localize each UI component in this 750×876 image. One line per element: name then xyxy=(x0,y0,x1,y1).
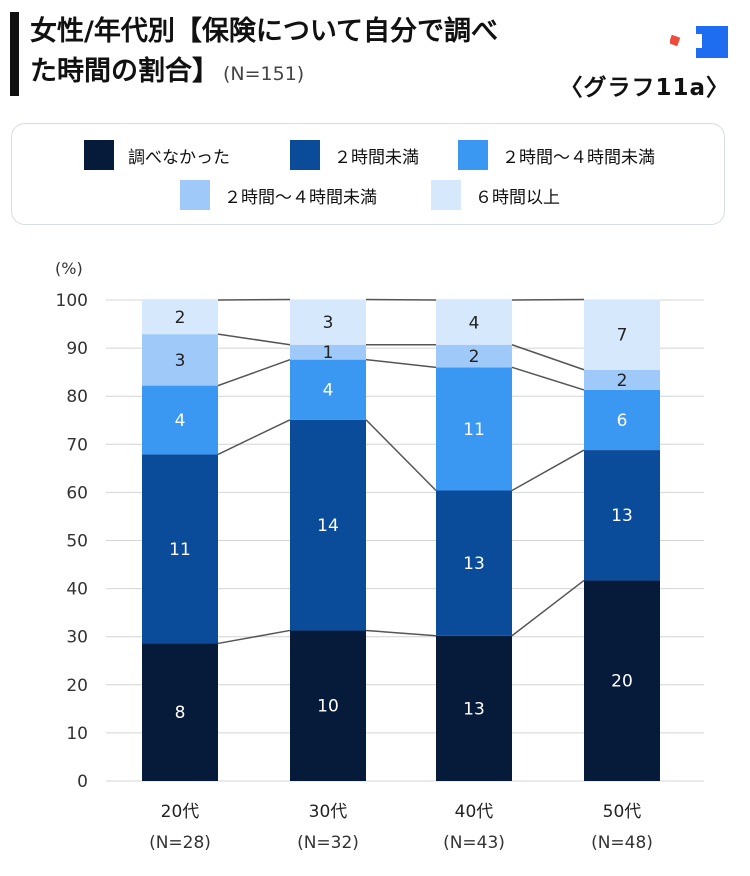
legend-swatch-6hplus xyxy=(431,180,461,210)
y-tick-label: 60 xyxy=(66,483,88,503)
legend-item-2to4h-a: ２時間〜４時間未満 xyxy=(458,140,655,170)
y-tick-label: 70 xyxy=(66,435,88,455)
bar-segment-1-0 xyxy=(142,454,218,644)
data-label: 4 xyxy=(323,381,334,401)
data-label: 20 xyxy=(611,672,633,692)
y-tick-label: 40 xyxy=(66,580,88,600)
connector-line xyxy=(511,366,585,391)
title-line-1: 女性/年代別【保険について自分で調べ xyxy=(30,16,499,47)
x-category-label: 50代 xyxy=(603,802,642,822)
bar-segment-1-3 xyxy=(584,450,660,581)
legend-item-2to4h-b: ２時間〜４時間未満 xyxy=(180,180,377,210)
y-tick-label: 10 xyxy=(66,724,88,744)
y-tick-label: 0 xyxy=(77,772,88,792)
graph-number: 〈グラフ11a〉 xyxy=(559,75,730,101)
y-tick-label: 100 xyxy=(56,291,88,311)
bar-segment-2-1 xyxy=(290,359,366,420)
data-label: 11 xyxy=(463,420,485,440)
bar-segment-4-1 xyxy=(290,299,366,345)
bar-segment-3-3 xyxy=(584,369,660,390)
legend-label-6hplus: ６時間以上 xyxy=(475,187,560,208)
data-label: 13 xyxy=(463,554,485,574)
sample-size: (N=151) xyxy=(223,63,305,85)
brand-logo-icon xyxy=(670,26,728,58)
connector-line xyxy=(365,419,437,492)
y-tick-label: 50 xyxy=(66,532,88,552)
legend-item-6hplus: ６時間以上 xyxy=(431,180,560,210)
legend-item-never: 調べなかった xyxy=(84,140,230,170)
data-label: 13 xyxy=(463,699,485,719)
bar-segment-0-2 xyxy=(436,635,512,781)
bar-segment-3-0 xyxy=(142,334,218,386)
legend-label-lt2h: ２時間未満 xyxy=(334,147,419,168)
bar-segment-2-2 xyxy=(436,367,512,491)
bar-segment-2-3 xyxy=(584,389,660,451)
chart-title: 女性/年代別【保険について自分で調べ た時間の割合】 (N=151) xyxy=(30,12,590,94)
bar-segment-2-0 xyxy=(142,385,218,455)
data-label: 4 xyxy=(175,411,186,431)
data-label: 3 xyxy=(175,351,186,371)
connector-line xyxy=(365,358,437,369)
data-label: 14 xyxy=(317,516,339,536)
connector-line xyxy=(217,629,291,645)
legend-label-2to4h-b: ２時間〜４時間未満 xyxy=(224,187,377,208)
x-category-label: 20代 xyxy=(161,802,200,822)
bar-segment-1-2 xyxy=(436,490,512,636)
data-label: 4 xyxy=(469,313,480,333)
legend-item-lt2h: ２時間未満 xyxy=(290,140,419,170)
data-label: 13 xyxy=(611,506,633,526)
connector-line xyxy=(365,629,437,637)
connector-line xyxy=(511,344,585,371)
data-label: 10 xyxy=(317,697,339,717)
connector-line xyxy=(511,449,585,492)
connector-line xyxy=(217,419,291,456)
bar-segment-0-3 xyxy=(584,580,660,781)
title-line-2: た時間の割合】 xyxy=(30,56,219,87)
y-axis-unit: (%) xyxy=(55,259,83,278)
data-label: 2 xyxy=(469,347,480,367)
data-label: 3 xyxy=(323,313,334,333)
bar-segment-1-1 xyxy=(290,419,366,631)
x-category-n: (N=28) xyxy=(149,833,211,853)
data-label: 8 xyxy=(175,703,186,723)
data-label: 2 xyxy=(175,308,186,328)
legend-swatch-2to4h-b xyxy=(180,180,210,210)
legend-swatch-2to4h-a xyxy=(458,140,488,170)
stacked-bar-chart: (%) 010203040506070809010081143210144131… xyxy=(55,259,704,853)
x-category-label: 30代 xyxy=(309,802,348,822)
connector-line xyxy=(511,579,585,637)
connector-line xyxy=(217,358,291,387)
bar-segment-0-1 xyxy=(290,630,366,781)
bar-segment-3-2 xyxy=(436,344,512,368)
bar-segment-4-0 xyxy=(142,300,218,335)
legend-swatch-never xyxy=(84,140,114,170)
bar-segment-4-3 xyxy=(584,299,660,370)
legend-label-never: 調べなかった xyxy=(128,147,230,168)
data-label: 11 xyxy=(169,540,191,560)
bar-segment-4-2 xyxy=(436,300,512,345)
connector-line xyxy=(217,333,291,346)
y-tick-label: 30 xyxy=(66,628,88,648)
y-tick-label: 20 xyxy=(66,676,88,696)
legend-swatch-lt2h xyxy=(290,140,320,170)
bar-segment-3-1 xyxy=(290,344,366,360)
data-label: 2 xyxy=(617,371,628,391)
x-category-n: (N=48) xyxy=(591,833,653,853)
x-category-label: 40代 xyxy=(455,802,494,822)
bar-segment-0-0 xyxy=(142,643,218,781)
data-label: 7 xyxy=(617,326,628,346)
legend-label-2to4h-a: ２時間〜４時間未満 xyxy=(502,147,655,168)
chart-legend: 調べなかった ２時間未満 ２時間〜４時間未満 ２時間〜４時間未満 ６時間以上 xyxy=(11,123,725,225)
x-category-n: (N=32) xyxy=(297,833,359,853)
data-label: 1 xyxy=(323,343,334,363)
y-tick-label: 90 xyxy=(66,339,88,359)
title-accent-bar xyxy=(10,12,19,96)
data-label: 6 xyxy=(617,411,628,431)
y-tick-label: 80 xyxy=(66,387,88,407)
x-category-n: (N=43) xyxy=(443,833,505,853)
